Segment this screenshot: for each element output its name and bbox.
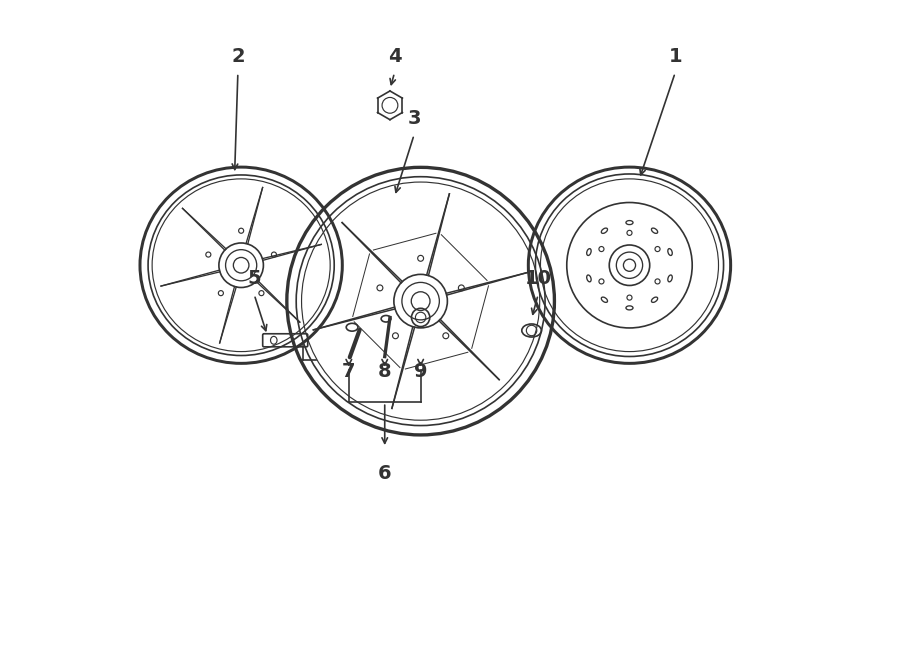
Text: 4: 4: [388, 47, 401, 66]
Text: 6: 6: [378, 464, 392, 483]
Text: 1: 1: [669, 47, 682, 66]
Text: 7: 7: [342, 362, 356, 381]
Text: 2: 2: [231, 47, 245, 66]
Text: 9: 9: [414, 362, 427, 381]
Text: 3: 3: [408, 109, 421, 128]
Text: 8: 8: [378, 362, 392, 381]
Text: 5: 5: [248, 269, 261, 288]
Text: 10: 10: [525, 269, 552, 288]
